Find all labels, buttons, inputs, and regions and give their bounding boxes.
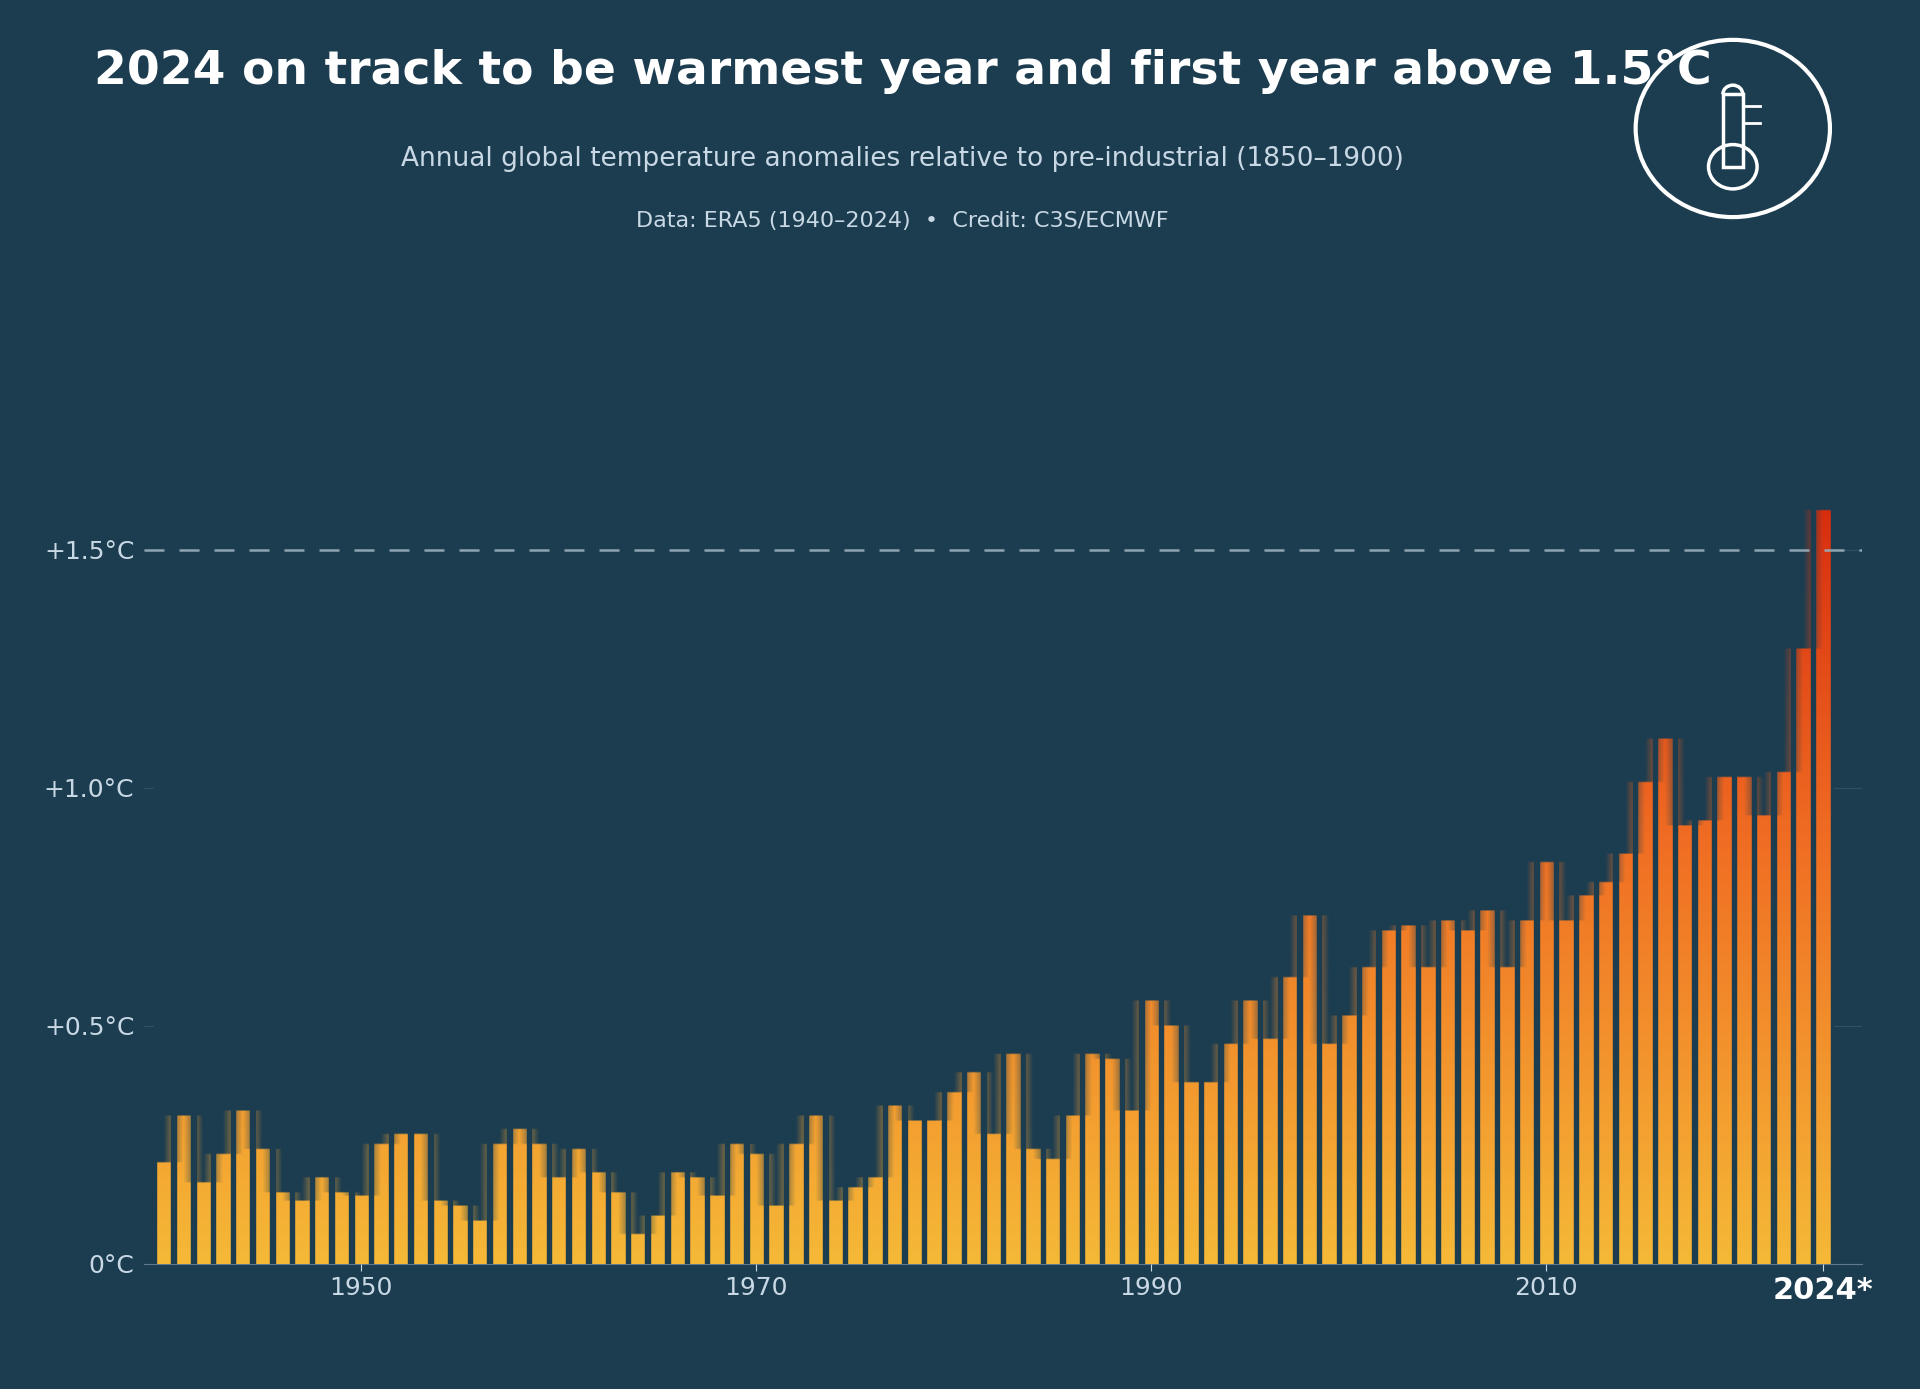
Bar bbox=[1553, 431, 1559, 1264]
Bar bbox=[981, 431, 985, 1264]
Bar bbox=[962, 431, 966, 1264]
Text: 2024 on track to be warmest year and first year above 1.5°C: 2024 on track to be warmest year and fir… bbox=[94, 49, 1711, 93]
Bar bbox=[1475, 431, 1480, 1264]
Bar bbox=[685, 431, 689, 1264]
Bar bbox=[1160, 431, 1164, 1264]
Bar bbox=[330, 431, 334, 1264]
Bar bbox=[1021, 431, 1025, 1264]
Bar bbox=[824, 431, 828, 1264]
Bar bbox=[1594, 431, 1597, 1264]
Text: Data: ERA5 (1940–2024)  •  Credit: C3S/ECMWF: Data: ERA5 (1940–2024) • Credit: C3S/ECM… bbox=[636, 211, 1169, 231]
Bar bbox=[1119, 431, 1123, 1264]
Bar bbox=[1238, 431, 1242, 1264]
Bar bbox=[1772, 431, 1776, 1264]
Bar bbox=[271, 431, 275, 1264]
Bar bbox=[154, 431, 156, 1264]
Bar bbox=[705, 431, 708, 1264]
Text: Annual global temperature anomalies relative to pre-industrial (1850–1900): Annual global temperature anomalies rela… bbox=[401, 146, 1404, 172]
Bar bbox=[547, 431, 551, 1264]
Bar bbox=[1653, 431, 1657, 1264]
Bar bbox=[1713, 431, 1716, 1264]
Bar bbox=[1179, 431, 1183, 1264]
Bar bbox=[862, 431, 868, 1264]
Bar bbox=[1139, 431, 1144, 1264]
Bar bbox=[1377, 431, 1380, 1264]
Bar bbox=[1041, 431, 1044, 1264]
Bar bbox=[211, 431, 215, 1264]
Bar bbox=[428, 431, 432, 1264]
Bar bbox=[943, 431, 947, 1264]
Bar bbox=[1415, 431, 1421, 1264]
Bar bbox=[1455, 431, 1459, 1264]
Bar bbox=[1436, 431, 1440, 1264]
Bar bbox=[1060, 431, 1064, 1264]
Bar bbox=[1219, 431, 1223, 1264]
Bar bbox=[783, 431, 787, 1264]
Bar bbox=[586, 431, 591, 1264]
Bar bbox=[1000, 431, 1006, 1264]
Bar bbox=[250, 431, 255, 1264]
Bar bbox=[1198, 431, 1204, 1264]
Bar bbox=[664, 431, 670, 1264]
Bar bbox=[1396, 431, 1400, 1264]
Bar bbox=[626, 431, 630, 1264]
Bar bbox=[922, 431, 925, 1264]
Bar bbox=[369, 431, 372, 1264]
Bar bbox=[1811, 431, 1814, 1264]
Bar bbox=[192, 431, 196, 1264]
Bar bbox=[1298, 431, 1302, 1264]
Bar bbox=[1791, 431, 1795, 1264]
Bar bbox=[1336, 431, 1342, 1264]
Bar bbox=[843, 431, 847, 1264]
Bar bbox=[1496, 431, 1500, 1264]
Bar bbox=[468, 431, 472, 1264]
Bar bbox=[507, 431, 511, 1264]
Bar bbox=[1277, 431, 1283, 1264]
Bar bbox=[1672, 431, 1676, 1264]
Bar bbox=[607, 431, 611, 1264]
Bar bbox=[1081, 431, 1085, 1264]
Bar bbox=[566, 431, 570, 1264]
Bar bbox=[447, 431, 453, 1264]
Bar bbox=[764, 431, 768, 1264]
Bar bbox=[1692, 431, 1697, 1264]
Bar bbox=[1100, 431, 1104, 1264]
Bar bbox=[1317, 431, 1321, 1264]
Bar bbox=[1574, 431, 1578, 1264]
Bar bbox=[1751, 431, 1757, 1264]
Bar bbox=[1830, 431, 1834, 1264]
Bar bbox=[1732, 431, 1736, 1264]
Bar bbox=[409, 431, 413, 1264]
Bar bbox=[230, 431, 234, 1264]
Bar bbox=[1515, 431, 1519, 1264]
Bar bbox=[745, 431, 749, 1264]
Bar bbox=[526, 431, 532, 1264]
Bar bbox=[803, 431, 808, 1264]
Bar bbox=[1357, 431, 1361, 1264]
Bar bbox=[349, 431, 353, 1264]
Bar bbox=[1258, 431, 1261, 1264]
Bar bbox=[290, 431, 294, 1264]
Bar bbox=[1613, 431, 1619, 1264]
Bar bbox=[171, 431, 177, 1264]
Bar bbox=[1534, 431, 1538, 1264]
Bar bbox=[902, 431, 906, 1264]
Bar bbox=[488, 431, 492, 1264]
Bar bbox=[388, 431, 394, 1264]
Bar bbox=[309, 431, 315, 1264]
Bar bbox=[883, 431, 887, 1264]
Bar bbox=[1634, 431, 1638, 1264]
Bar bbox=[724, 431, 730, 1264]
Bar bbox=[1722, 94, 1743, 167]
Bar bbox=[645, 431, 649, 1264]
